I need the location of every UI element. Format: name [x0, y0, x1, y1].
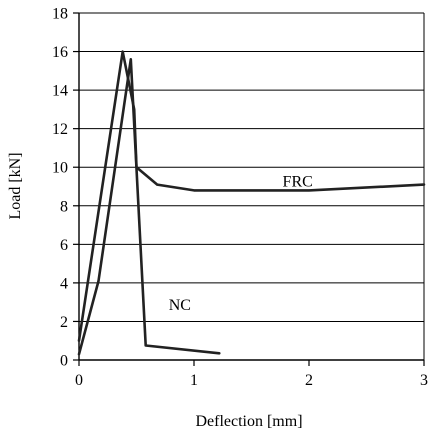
y-tick-label: 8 [60, 198, 68, 215]
y-tick-label: 10 [52, 160, 68, 177]
y-tick-label: 4 [60, 275, 68, 292]
y-axis-title: Load [kN] [7, 152, 24, 219]
y-tick-label: 2 [60, 314, 68, 331]
y-tick-label: 16 [52, 44, 68, 61]
y-tick-label: 18 [52, 6, 68, 23]
x-tick-label: 0 [75, 372, 83, 389]
x-tick-label: 2 [305, 372, 313, 389]
y-tick-label: 6 [60, 237, 68, 254]
series-lines [77, 50, 426, 356]
annotations: FRC NC [169, 174, 313, 314]
y-tick-label: 0 [60, 353, 68, 370]
annotation-frc: FRC [283, 174, 313, 191]
x-tick-label: 1 [190, 372, 198, 389]
axes [73, 12, 425, 366]
x-tick-label: 3 [420, 372, 428, 389]
annotation-nc: NC [169, 297, 191, 314]
y-tick-label: 14 [52, 83, 68, 100]
x-axis-title: Deflection [mm] [195, 413, 302, 430]
series-line-nc [77, 58, 221, 356]
series-line-frc [77, 50, 426, 342]
y-tick-label: 12 [52, 121, 68, 138]
